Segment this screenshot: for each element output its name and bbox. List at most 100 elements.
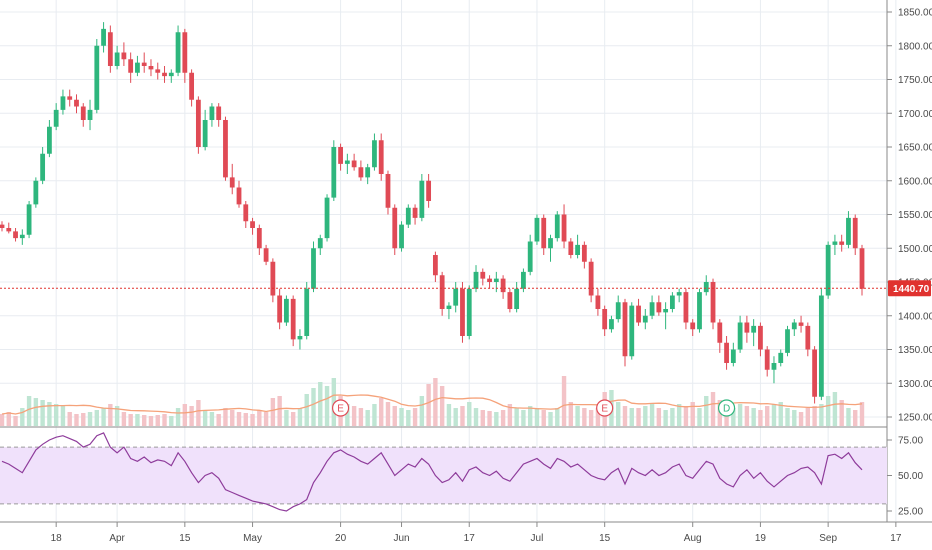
candle	[798, 315, 804, 333]
volume-bar	[162, 414, 167, 426]
candle	[432, 251, 438, 282]
candle-body	[121, 52, 127, 60]
candle-body	[405, 207, 411, 225]
candle	[453, 282, 459, 313]
price-tick-label: 1550.00	[898, 210, 932, 221]
candle-body	[791, 322, 797, 330]
candle-body	[331, 147, 337, 198]
candle	[663, 302, 669, 330]
volume-bar	[379, 398, 384, 426]
volume-bar	[270, 398, 276, 426]
candle	[378, 133, 384, 181]
volume-bar	[487, 411, 492, 426]
volume-bar	[514, 408, 519, 426]
price-tick-label: 1500.00	[898, 244, 932, 255]
candle-body	[311, 248, 316, 289]
candle	[392, 204, 398, 255]
volume-bar	[616, 402, 621, 426]
candle-body	[40, 153, 46, 181]
event-marker[interactable]: E	[331, 399, 350, 417]
candle	[33, 177, 39, 208]
candle	[480, 268, 486, 286]
candle	[730, 342, 736, 367]
candle	[710, 278, 716, 330]
candle	[737, 315, 743, 353]
candle-body	[304, 288, 310, 336]
price-axis[interactable]: 1250.001300.001350.001400.001450.001500.…	[887, 8, 932, 424]
volume-bar	[710, 392, 716, 426]
volume-bar	[785, 408, 790, 426]
volume-bar	[399, 408, 404, 426]
candle-body	[439, 275, 445, 309]
candle-body	[730, 349, 736, 363]
candle	[202, 109, 208, 151]
volume-bar	[792, 410, 797, 426]
volume-bar	[230, 410, 235, 426]
candle-body	[162, 72, 167, 77]
candle-body	[717, 322, 723, 343]
candle-body	[270, 261, 276, 296]
candle	[338, 143, 343, 171]
volume-bar	[412, 408, 418, 426]
candle	[290, 295, 296, 347]
rsi-tick-label: 25.00	[898, 507, 923, 518]
candle	[656, 295, 662, 316]
volume-bar	[622, 406, 628, 426]
candle-body	[521, 271, 526, 289]
rsi-axis[interactable]: 25.00 50.00 75.00	[887, 436, 923, 518]
candle	[114, 45, 120, 70]
volume-bar	[737, 404, 743, 426]
volume-bar	[169, 416, 174, 426]
price-tick-label: 1650.00	[898, 143, 932, 154]
volume-bar	[128, 414, 133, 426]
volume-bar	[243, 413, 248, 426]
volume-bar	[663, 410, 668, 426]
candle-body	[80, 106, 86, 120]
time-axis[interactable]: 18Apr15May20Jun17Jul15Aug19Sep17Oct	[51, 522, 932, 544]
candle	[771, 356, 777, 384]
candle	[189, 69, 195, 107]
candle	[141, 52, 147, 73]
volume-bar	[60, 406, 66, 426]
candle	[825, 241, 831, 299]
candle-body	[47, 126, 52, 154]
candle	[53, 103, 59, 131]
volume-bar	[561, 376, 567, 426]
volume-bar	[439, 386, 445, 426]
candle-body	[737, 322, 743, 350]
volume-bar	[223, 408, 228, 426]
candle	[87, 99, 93, 131]
candle-body	[182, 32, 188, 73]
candle-body	[534, 217, 540, 242]
candle-body	[832, 241, 838, 245]
volume-bar	[473, 408, 479, 426]
candle	[649, 295, 655, 320]
volume-bar	[751, 408, 756, 426]
candle	[331, 140, 337, 201]
last-price-value: 1440.70	[893, 284, 930, 295]
candle-body	[128, 59, 134, 73]
volume-bar	[433, 378, 438, 426]
candle-body	[229, 177, 235, 188]
event-marker[interactable]: E	[596, 399, 614, 417]
candle-body	[785, 329, 790, 353]
volume-bar	[263, 412, 269, 426]
volume-bar	[13, 416, 18, 426]
event-circle	[331, 399, 350, 417]
candle-body	[317, 238, 323, 249]
candle-body	[656, 302, 662, 313]
candle-body	[724, 342, 729, 363]
volume-bar	[805, 408, 811, 426]
volume-bar	[582, 408, 587, 426]
volume-bar	[825, 396, 831, 426]
candle	[0, 221, 5, 232]
volume-bar	[859, 402, 865, 426]
event-marker[interactable]: D	[717, 399, 736, 417]
candle	[846, 211, 851, 249]
candle-body	[358, 167, 364, 178]
volume-bar	[345, 404, 350, 426]
volume-bar	[0, 414, 5, 426]
candle-body	[615, 302, 621, 320]
